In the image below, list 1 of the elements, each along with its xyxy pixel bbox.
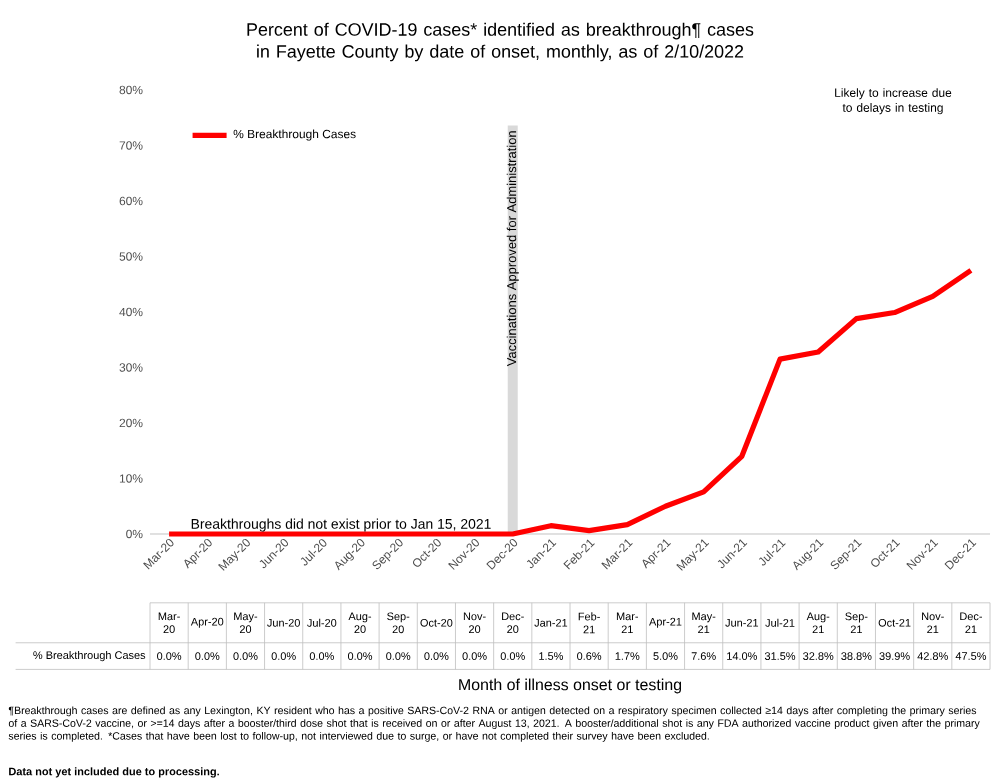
- chart-title: Percent of COVID-19 cases* identified as breakthrough¶ cases in Fayette County by date of onset, monthly, as of 2/10/2022: [247, 22, 754, 62]
